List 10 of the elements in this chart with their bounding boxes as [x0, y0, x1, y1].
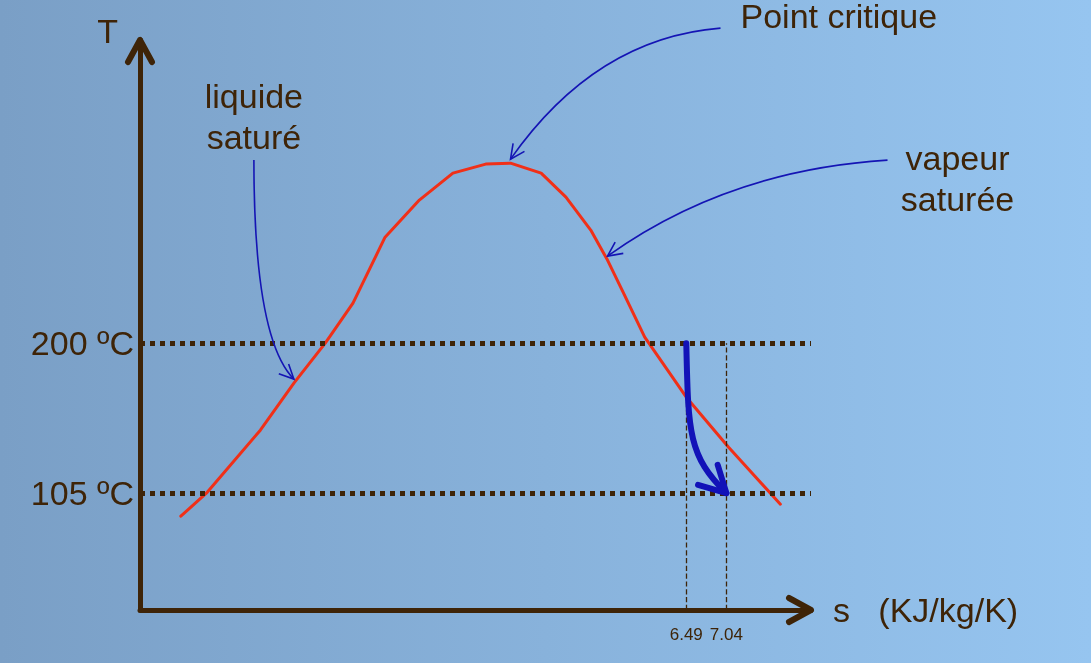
y-tick-label: 105 ºC [30, 474, 134, 513]
line-series [179, 161, 782, 518]
annotation: liquide saturé [204, 77, 304, 156]
annotation: vapeur saturée [900, 139, 1015, 218]
x-tick-label: 7.04 [709, 625, 743, 644]
x-axis-title: s (KJ/kg/K) [833, 591, 1019, 629]
y-axis-title: T [97, 12, 118, 50]
y-tick-label: 200 ºC [30, 324, 134, 363]
annotation: Point critique [740, 0, 938, 36]
x-tick-label: 6.49 [669, 625, 703, 644]
